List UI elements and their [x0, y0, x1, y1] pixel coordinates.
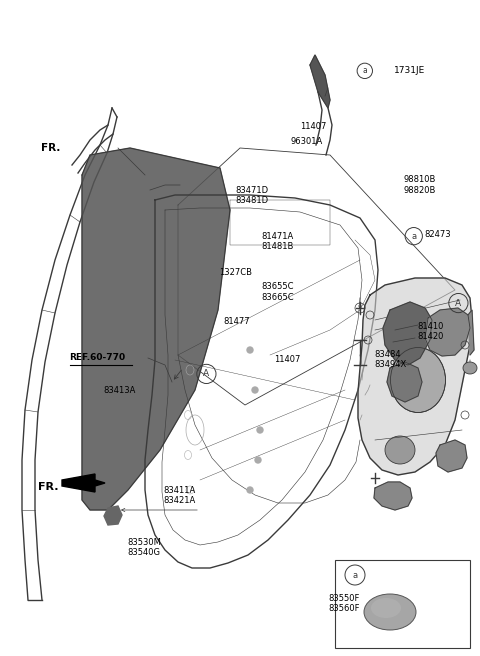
Text: 11407: 11407 [274, 355, 300, 364]
Text: a: a [352, 571, 358, 579]
Circle shape [257, 427, 263, 433]
Polygon shape [425, 308, 470, 356]
Polygon shape [82, 148, 230, 510]
Text: 83530M
83540G: 83530M 83540G [127, 538, 161, 558]
Polygon shape [383, 302, 432, 365]
Text: A: A [456, 298, 461, 308]
Text: 82473: 82473 [425, 230, 451, 239]
Text: 81410
81420: 81410 81420 [418, 321, 444, 341]
Text: 83411A
83421A: 83411A 83421A [164, 485, 196, 505]
Text: a: a [362, 66, 367, 75]
Polygon shape [374, 482, 412, 510]
Text: 83413A: 83413A [103, 386, 135, 395]
Ellipse shape [385, 436, 415, 464]
Ellipse shape [463, 362, 477, 374]
Ellipse shape [391, 348, 445, 413]
Ellipse shape [371, 598, 401, 618]
Text: 11407: 11407 [300, 122, 326, 131]
Text: 83484
83494X: 83484 83494X [374, 350, 407, 369]
Text: 1327CB: 1327CB [219, 268, 252, 277]
Text: 83655C
83665C: 83655C 83665C [262, 282, 294, 302]
Circle shape [247, 347, 253, 353]
Text: 98810B
98820B: 98810B 98820B [403, 175, 435, 195]
Polygon shape [358, 278, 472, 475]
Polygon shape [310, 55, 330, 108]
Polygon shape [387, 362, 422, 402]
Circle shape [255, 457, 261, 463]
Text: a: a [411, 232, 416, 241]
Polygon shape [436, 440, 467, 472]
FancyBboxPatch shape [335, 560, 470, 648]
Text: 83471D
83481D: 83471D 83481D [235, 186, 268, 205]
Circle shape [247, 487, 253, 493]
Text: 81477: 81477 [223, 317, 250, 326]
Ellipse shape [364, 594, 416, 630]
Polygon shape [104, 506, 122, 525]
Text: 1731JE: 1731JE [394, 66, 425, 75]
Text: FR.: FR. [38, 482, 59, 492]
Text: A: A [204, 369, 209, 379]
Text: 96301A: 96301A [290, 136, 323, 146]
Circle shape [252, 387, 258, 393]
Text: FR.: FR. [41, 142, 60, 153]
Text: 81471A
81481B: 81471A 81481B [262, 232, 294, 251]
Polygon shape [62, 474, 105, 492]
Polygon shape [468, 310, 474, 355]
Text: REF.60-770: REF.60-770 [70, 353, 126, 362]
Text: 83550F
83560F: 83550F 83560F [329, 594, 360, 613]
